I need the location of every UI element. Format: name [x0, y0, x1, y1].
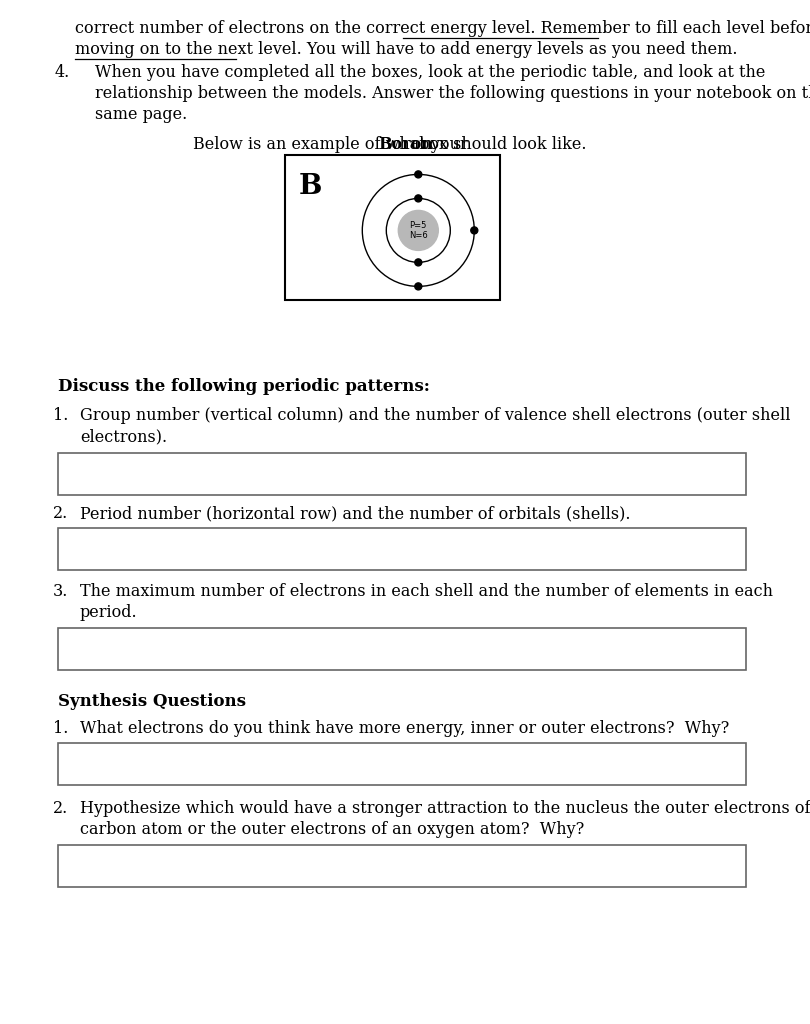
Text: 2.: 2. [53, 800, 68, 817]
Text: 4.: 4. [55, 63, 70, 81]
Text: correct number of electrons on the correct energy level. Remember to fill each l: correct number of electrons on the corre… [75, 20, 810, 37]
Bar [58, 528, 746, 570]
Text: Group number (vertical column) and the number of valence shell electrons (outer : Group number (vertical column) and the n… [80, 407, 791, 424]
Text: Boron: Boron [377, 136, 433, 153]
Text: Below is an example of what your: Below is an example of what your [193, 136, 473, 153]
Circle shape [415, 259, 422, 266]
Text: period.: period. [80, 604, 138, 621]
Text: Discuss the following periodic patterns:: Discuss the following periodic patterns: [58, 378, 430, 395]
Bar [285, 155, 500, 300]
Text: electrons).: electrons). [80, 428, 167, 445]
Bar [58, 743, 746, 785]
Circle shape [415, 171, 422, 178]
Circle shape [415, 195, 422, 202]
Text: Synthesis Questions: Synthesis Questions [58, 693, 246, 710]
Text: same page.: same page. [95, 106, 187, 123]
Text: relationship between the models. Answer the following questions in your notebook: relationship between the models. Answer … [95, 85, 810, 102]
Text: What electrons do you think have more energy, inner or outer electrons?  Why?: What electrons do you think have more en… [80, 720, 729, 737]
Text: 1.: 1. [53, 720, 68, 737]
Bar [58, 845, 746, 887]
Text: Period number (horizontal row) and the number of orbitals (shells).: Period number (horizontal row) and the n… [80, 505, 630, 522]
Bar [58, 628, 746, 670]
Bar [58, 453, 746, 495]
Text: P=5: P=5 [410, 221, 427, 230]
Text: N=6: N=6 [409, 230, 428, 240]
Text: The maximum number of electrons in each shell and the number of elements in each: The maximum number of electrons in each … [80, 583, 773, 600]
Text: 1.: 1. [53, 407, 68, 424]
Circle shape [471, 227, 478, 233]
Text: carbon atom or the outer electrons of an oxygen atom?  Why?: carbon atom or the outer electrons of an… [80, 821, 584, 838]
Circle shape [415, 283, 422, 290]
Text: 2.: 2. [53, 505, 68, 522]
Text: When you have completed all the boxes, look at the periodic table, and look at t: When you have completed all the boxes, l… [95, 63, 765, 81]
Text: 3.: 3. [53, 583, 68, 600]
Text: moving on to the next level. You will have to add energy levels as you need them: moving on to the next level. You will ha… [75, 41, 737, 58]
Text: box should look like.: box should look like. [414, 136, 586, 153]
Circle shape [399, 210, 438, 251]
Text: B: B [299, 173, 322, 200]
Text: Hypothesize which would have a stronger attraction to the nucleus the outer elec: Hypothesize which would have a stronger … [80, 800, 810, 817]
